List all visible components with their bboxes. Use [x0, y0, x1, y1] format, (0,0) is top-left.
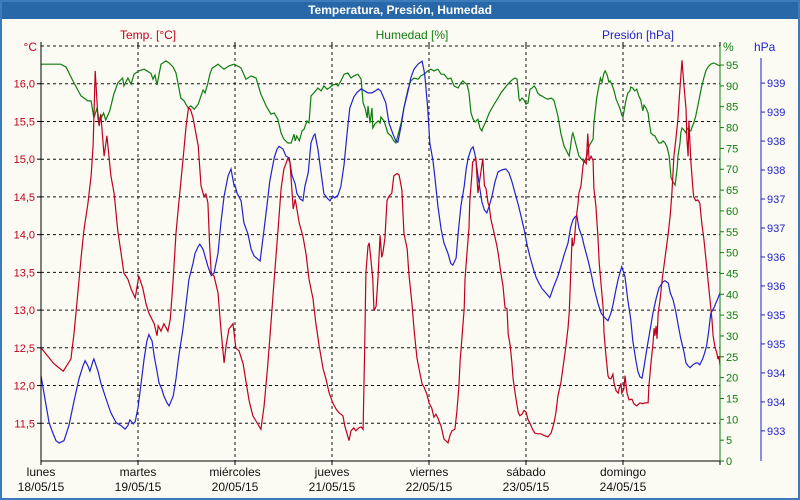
tick-label: 938	[767, 165, 785, 177]
tick-label: 95	[726, 60, 738, 72]
tick-label: 80	[726, 123, 738, 135]
tick-label: viernes	[410, 465, 449, 479]
tick-label: 12,0	[14, 381, 35, 393]
tick-label: 936	[767, 281, 785, 293]
tick-label: 939	[767, 107, 785, 119]
tick-label: 15	[726, 393, 738, 405]
humidity-line	[41, 60, 721, 187]
tick-label: 5	[726, 435, 732, 447]
tick-label: 938	[767, 136, 785, 148]
tick-label: 13,5	[14, 267, 35, 279]
tick-label: 935	[767, 310, 785, 322]
tick-label: 939	[767, 78, 785, 90]
tick-label: 20	[726, 373, 738, 385]
legend-temp: Temp. [°C]	[120, 28, 177, 42]
tick-label: miércoles	[209, 465, 260, 479]
tick-label: 934	[767, 397, 785, 409]
legend-pressure: Presión [hPa]	[601, 28, 675, 42]
pressure-line	[40, 60, 721, 444]
tick-label: 18/05/15	[18, 480, 65, 494]
tick-label: 10	[726, 414, 738, 426]
tick-label: jueves	[314, 465, 350, 479]
tick-label: 934	[767, 368, 785, 380]
tick-label: 70	[726, 164, 738, 176]
tick-label: 20/05/15	[212, 480, 259, 494]
tick-label: 11,5	[14, 418, 35, 430]
tick-label: 12,5	[14, 343, 35, 355]
tick-label: 40	[726, 289, 738, 301]
tick-label: lunes	[27, 465, 56, 479]
tick-label: 25	[726, 352, 738, 364]
tick-label: domingo	[600, 465, 646, 479]
tick-label: 50	[726, 248, 738, 260]
tick-label: 21/05/15	[309, 480, 356, 494]
tick-label: 90	[726, 81, 738, 93]
tick-label: 14,0	[14, 230, 35, 242]
tick-label: 65	[726, 185, 738, 197]
tick-label: 935	[767, 339, 785, 351]
tick-label: 0	[726, 456, 732, 468]
humidity-axis-unit: %	[723, 40, 734, 54]
tick-label: 16,0	[14, 79, 35, 91]
tick-label: 23/05/15	[503, 480, 550, 494]
tick-label: 60	[726, 206, 738, 218]
tick-label: 24/05/15	[600, 480, 647, 494]
tick-label: 75	[726, 143, 738, 155]
temp-line	[40, 60, 721, 445]
pressure-axis-unit: hPa	[754, 40, 776, 54]
tick-label: 933	[767, 426, 785, 438]
tick-label: sábado	[506, 465, 546, 479]
tick-label: 35	[726, 310, 738, 322]
tick-label: 55	[726, 227, 738, 239]
legend-humidity: Humedad [%]	[375, 28, 449, 42]
tick-label: 937	[767, 194, 785, 206]
tick-label: 936	[767, 252, 785, 264]
window-title: Temperatura, Presión, Humedad	[2, 2, 798, 19]
tick-label: 937	[767, 223, 785, 235]
tick-label: 30	[726, 331, 738, 343]
tick-label: 14,5	[14, 192, 35, 204]
tick-label: martes	[120, 465, 157, 479]
temp-axis-unit: °C	[23, 40, 37, 54]
tick-label: 19/05/15	[115, 480, 162, 494]
tick-label: 15,5	[14, 116, 35, 128]
tick-label: 15,0	[14, 154, 35, 166]
tick-label: 13,0	[14, 305, 35, 317]
tick-label: 45	[726, 268, 738, 280]
tick-label: 22/05/15	[406, 480, 453, 494]
tick-label: 85	[726, 102, 738, 114]
